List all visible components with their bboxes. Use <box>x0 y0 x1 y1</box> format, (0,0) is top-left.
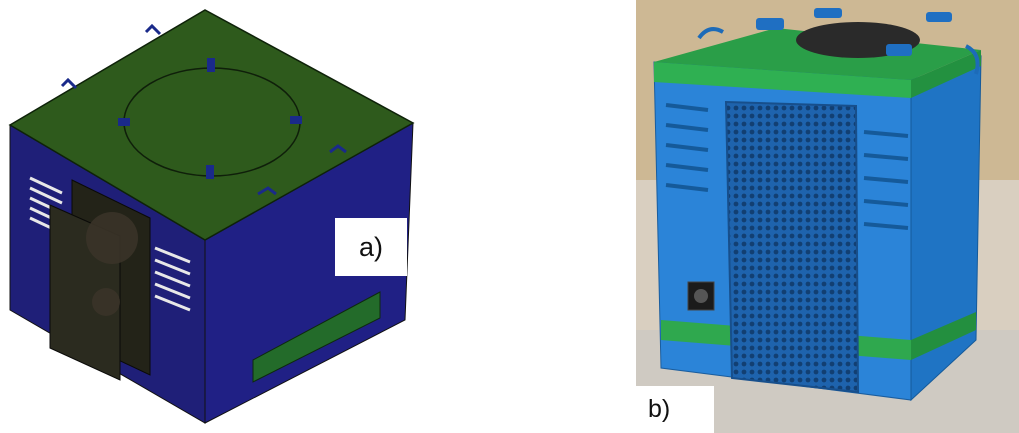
cad-render-panel: a) <box>0 0 430 433</box>
photo-panel: b) <box>636 0 1019 433</box>
photo-image <box>636 0 1019 433</box>
cad-render-image <box>8 9 415 424</box>
panel-a-label: a) <box>335 218 407 276</box>
panel-b-label: b) <box>636 386 714 433</box>
